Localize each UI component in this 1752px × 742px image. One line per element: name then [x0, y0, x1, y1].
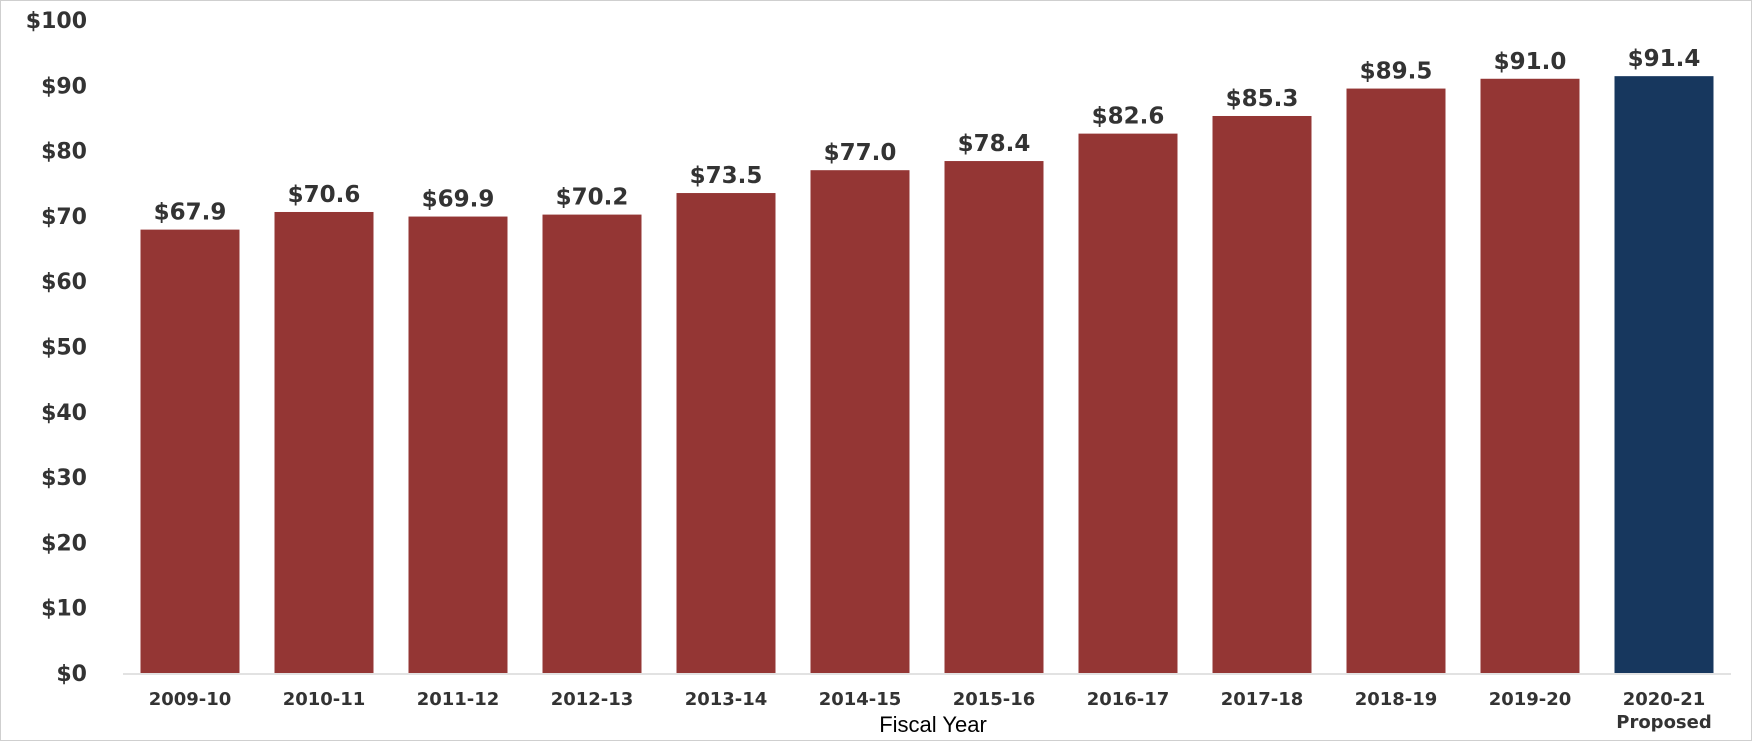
- data-label: $91.4: [1628, 46, 1701, 72]
- x-tick-label: 2014-15: [819, 689, 902, 710]
- bar-2018-19: [1346, 88, 1446, 673]
- data-label: $70.6: [288, 182, 361, 208]
- data-label: $85.3: [1226, 86, 1299, 112]
- y-tick-label: $10: [41, 597, 87, 622]
- x-tick-label: 2011-12: [417, 689, 500, 710]
- x-tick-label: 2018-19: [1355, 689, 1438, 710]
- y-tick-label: $100: [26, 9, 87, 34]
- bar-2012-13: [542, 214, 642, 673]
- bar-2009-10: [140, 229, 240, 673]
- data-label: $89.5: [1360, 59, 1433, 85]
- x-axis-category-labels: 2009-10 2010-11 2011-12 2012-13 2013-14 2014-…: [149, 689, 1712, 733]
- y-tick-label: $60: [41, 270, 87, 295]
- bar-2014-15: [810, 170, 910, 673]
- bar-2015-16: [944, 161, 1044, 673]
- data-label: $78.4: [958, 131, 1031, 157]
- bar-2017-18: [1212, 115, 1312, 674]
- y-tick-label: $80: [41, 140, 87, 165]
- data-labels: $67.9 $70.6 $69.9 $70.2 $73.5 $77.0 $78.4 $82.6…: [154, 46, 1701, 225]
- x-tick-label: 2010-11: [283, 689, 366, 710]
- data-label: $69.9: [422, 187, 495, 213]
- y-tick-label: $90: [41, 74, 87, 99]
- data-label: $70.2: [556, 185, 629, 211]
- data-label: $73.5: [690, 163, 763, 189]
- bars: [140, 76, 1714, 674]
- bar-2010-11: [274, 211, 374, 673]
- bar-2019-20: [1480, 78, 1580, 673]
- x-tick-label: 2016-17: [1087, 689, 1170, 710]
- y-tick-label: $70: [41, 205, 87, 230]
- x-tick-label: 2019-20: [1489, 689, 1572, 710]
- data-label: $67.9: [154, 200, 227, 226]
- bar-2020-21: [1614, 76, 1714, 673]
- data-label: $91.0: [1494, 49, 1567, 75]
- x-tick-label: 2017-18: [1221, 689, 1304, 710]
- data-label: $82.6: [1092, 104, 1165, 130]
- x-axis-title: Fiscal Year: [879, 712, 987, 737]
- y-tick-label: $20: [41, 531, 87, 556]
- x-tick-label: 2015-16: [953, 689, 1036, 710]
- bar-2016-17: [1078, 133, 1178, 673]
- x-tick-label: 2020-21: [1623, 689, 1706, 710]
- bar-2011-12: [408, 216, 508, 674]
- y-tick-label: $40: [41, 401, 87, 426]
- y-tick-label: $0: [56, 662, 87, 687]
- bar-2013-14: [676, 193, 776, 674]
- x-tick-label: 2009-10: [149, 689, 232, 710]
- x-tick-label: 2012-13: [551, 689, 634, 710]
- x-tick-sublabel: Proposed: [1616, 712, 1712, 733]
- y-axis-tick-labels: $0 $10 $20 $30 $40 $50 $60 $70 $80 $90 $100: [26, 9, 87, 687]
- y-tick-label: $30: [41, 466, 87, 491]
- x-tick-label: 2013-14: [685, 689, 768, 710]
- data-label: $77.0: [824, 140, 897, 166]
- y-tick-label: $50: [41, 336, 87, 361]
